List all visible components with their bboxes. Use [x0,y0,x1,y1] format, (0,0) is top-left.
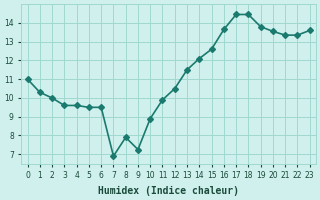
X-axis label: Humidex (Indice chaleur): Humidex (Indice chaleur) [98,186,239,196]
